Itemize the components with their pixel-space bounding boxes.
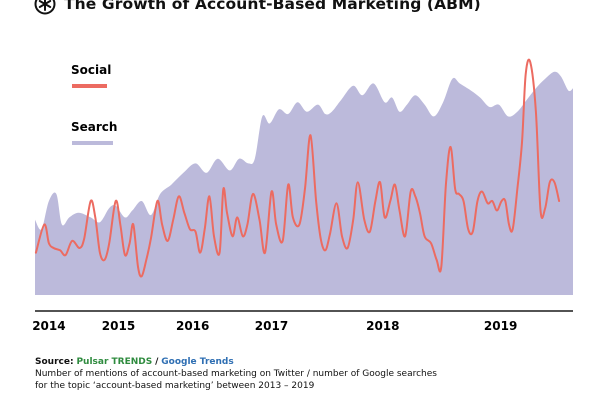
x-tick-label-2019: 2019: [484, 319, 517, 333]
search-area: [35, 71, 573, 295]
description-line-1: Number of mentions of account-based mark…: [35, 369, 437, 379]
header: The Growth of Account-Based Marketing (A…: [34, 0, 481, 16]
legend-label-search: Search: [71, 120, 117, 134]
source-line: Source: Pulsar TRENDS / Google Trends: [35, 356, 437, 368]
x-tick-label-2016: 2016: [176, 319, 209, 333]
pulsar-logo-icon: [34, 0, 56, 15]
legend-label-social: Social: [71, 63, 111, 77]
legend: Social Search: [71, 63, 117, 145]
source-label: Source:: [35, 357, 74, 367]
source-separator: /: [155, 357, 159, 367]
x-tick-label-2015: 2015: [102, 319, 135, 333]
x-tick-label-2018: 2018: [366, 319, 399, 333]
source-link-google[interactable]: Google Trends: [161, 357, 234, 367]
footer: Source: Pulsar TRENDS / Google Trends Nu…: [35, 356, 437, 392]
source-link-pulsar[interactable]: Pulsar TRENDS: [76, 357, 153, 367]
social-line: [34, 58, 561, 278]
x-tick-label-2014: 2014: [32, 319, 65, 333]
x-axis-ticks: 2014 2015 2016 2017 2018 2019: [32, 319, 517, 333]
description-line-2: for the topic ‘account-based marketing’ …: [35, 381, 315, 391]
chart-title: The Growth of Account-Based Marketing (A…: [64, 0, 481, 13]
x-tick-label-2017: 2017: [255, 319, 288, 333]
